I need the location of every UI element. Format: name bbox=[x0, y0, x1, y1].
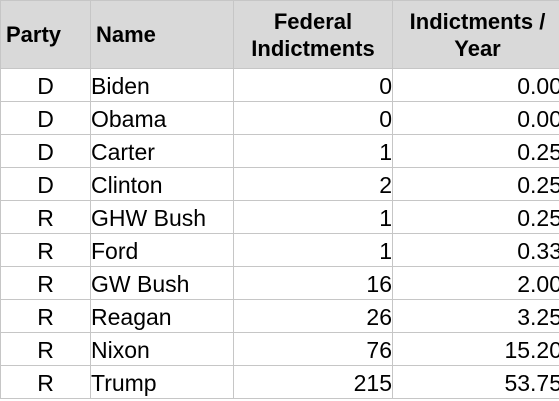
cell-indictments-per-year[interactable]: 2.00 bbox=[392, 266, 559, 300]
header-per-year-line2: Year bbox=[454, 35, 501, 61]
cell-indictments-per-year[interactable]: 0.00 bbox=[392, 101, 559, 135]
cell-party[interactable]: D bbox=[0, 68, 91, 102]
table-row: D Clinton 2 0.25 bbox=[0, 167, 559, 201]
cell-party[interactable]: R bbox=[0, 233, 91, 267]
cell-name[interactable]: GW Bush bbox=[90, 266, 234, 300]
cell-indictments-per-year[interactable]: 0.25 bbox=[392, 200, 559, 234]
cell-indictments-per-year[interactable]: 0.25 bbox=[392, 134, 559, 168]
cell-name[interactable]: Ford bbox=[90, 233, 234, 267]
header-cell-indictments-per-year[interactable]: Indictments / Year bbox=[392, 0, 559, 69]
table-row: R GHW Bush 1 0.25 bbox=[0, 200, 559, 234]
table-row: R Trump 215 53.75 bbox=[0, 365, 559, 399]
cell-federal-indictments[interactable]: 16 bbox=[233, 266, 393, 300]
cell-federal-indictments[interactable]: 26 bbox=[233, 299, 393, 333]
header-row: Party Name Federal Indictments Indictmen… bbox=[0, 0, 559, 69]
cell-name[interactable]: Clinton bbox=[90, 167, 234, 201]
header-row-group: Party Name Federal Indictments Indictmen… bbox=[0, 0, 559, 69]
cell-federal-indictments[interactable]: 215 bbox=[233, 365, 393, 399]
header-federal-line2: Indictments bbox=[251, 35, 375, 61]
cell-federal-indictments[interactable]: 1 bbox=[233, 233, 393, 267]
cell-party[interactable]: R bbox=[0, 266, 91, 300]
cell-name[interactable]: Carter bbox=[90, 134, 234, 168]
cell-party[interactable]: D bbox=[0, 101, 91, 135]
cell-federal-indictments[interactable]: 2 bbox=[233, 167, 393, 201]
cell-name[interactable]: Obama bbox=[90, 101, 234, 135]
cell-federal-indictments[interactable]: 0 bbox=[233, 68, 393, 102]
table-row: R Ford 1 0.33 bbox=[0, 233, 559, 267]
table-row: D Biden 0 0.00 bbox=[0, 68, 559, 102]
cell-name[interactable]: GHW Bush bbox=[90, 200, 234, 234]
cell-name[interactable]: Biden bbox=[90, 68, 234, 102]
cell-party[interactable]: D bbox=[0, 167, 91, 201]
cell-indictments-per-year[interactable]: 3.25 bbox=[392, 299, 559, 333]
cell-name[interactable]: Trump bbox=[90, 365, 234, 399]
cell-federal-indictments[interactable]: 76 bbox=[233, 332, 393, 366]
cell-party[interactable]: D bbox=[0, 134, 91, 168]
cell-federal-indictments[interactable]: 1 bbox=[233, 200, 393, 234]
cell-indictments-per-year[interactable]: 0.33 bbox=[392, 233, 559, 267]
table-row: R GW Bush 16 2.00 bbox=[0, 266, 559, 300]
cell-indictments-per-year[interactable]: 53.75 bbox=[392, 365, 559, 399]
table-row: D Obama 0 0.00 bbox=[0, 101, 559, 135]
header-federal-line1: Federal bbox=[273, 8, 353, 34]
header-cell-name[interactable]: Name bbox=[90, 0, 234, 69]
cell-party[interactable]: R bbox=[0, 299, 91, 333]
table-body: D Biden 0 0.00 D Obama 0 0.00 D Carter 1… bbox=[0, 68, 559, 399]
cell-federal-indictments[interactable]: 1 bbox=[233, 134, 393, 168]
cell-name[interactable]: Reagan bbox=[90, 299, 234, 333]
table-row: D Carter 1 0.25 bbox=[0, 134, 559, 168]
table-row: R Reagan 26 3.25 bbox=[0, 299, 559, 333]
cell-party[interactable]: R bbox=[0, 365, 91, 399]
cell-indictments-per-year[interactable]: 0.25 bbox=[392, 167, 559, 201]
cell-federal-indictments[interactable]: 0 bbox=[233, 101, 393, 135]
cell-party[interactable]: R bbox=[0, 200, 91, 234]
cell-indictments-per-year[interactable]: 15.20 bbox=[392, 332, 559, 366]
cell-name[interactable]: Nixon bbox=[90, 332, 234, 366]
table-row: R Nixon 76 15.20 bbox=[0, 332, 559, 366]
header-per-year-line1: Indictments / bbox=[409, 8, 546, 34]
cell-party[interactable]: R bbox=[0, 332, 91, 366]
header-cell-party[interactable]: Party bbox=[0, 0, 91, 69]
cell-indictments-per-year[interactable]: 0.00 bbox=[392, 68, 559, 102]
header-cell-federal-indictments[interactable]: Federal Indictments bbox=[233, 0, 393, 69]
